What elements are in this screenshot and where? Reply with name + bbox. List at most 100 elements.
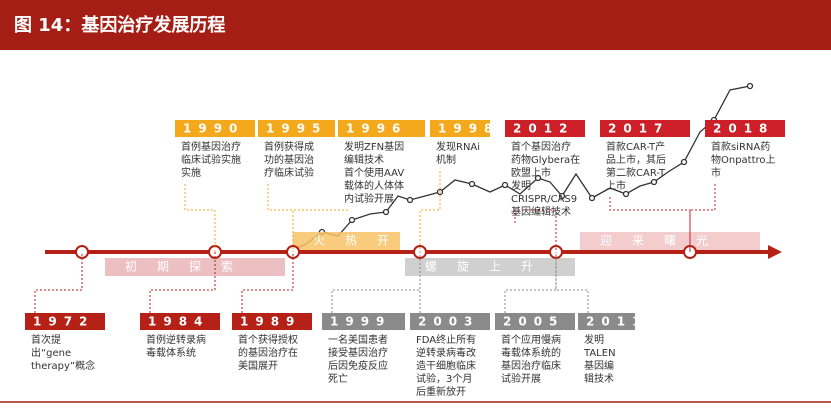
- trend-dot: [746, 82, 754, 90]
- year: 2011: [586, 315, 647, 329]
- event-text: 首次提: [31, 333, 61, 346]
- year: 1989: [240, 315, 301, 329]
- event-text: 编辑技术: [344, 153, 384, 166]
- event-text: 疗临床试验: [264, 166, 314, 179]
- phase-band: [105, 258, 285, 276]
- year-box: [505, 120, 585, 137]
- trend-dot: [468, 180, 476, 188]
- event-text: 欧盟上市: [511, 166, 551, 179]
- trend-dot: [534, 174, 542, 182]
- trend-dot: [406, 196, 414, 204]
- year: 1998: [438, 122, 499, 136]
- event-text: 发明: [511, 179, 531, 192]
- event-text: 一名美国患者: [328, 333, 388, 346]
- event-text: 逆转录病毒改: [416, 346, 476, 359]
- event-text: 首款siRNA药: [711, 140, 770, 153]
- event-text: therapy”概念: [31, 359, 95, 372]
- connector: [267, 184, 294, 252]
- event-text: FDA终止所有: [416, 333, 476, 346]
- year-box: [258, 120, 335, 137]
- trend-dot: [680, 158, 688, 166]
- event-text: 首个使用AAV: [344, 166, 404, 179]
- connector: [184, 184, 216, 252]
- year-box: [175, 120, 255, 137]
- event-text: 基因治疗临床: [501, 359, 561, 372]
- event-text: 首款CAR-T产: [606, 140, 665, 153]
- phase-label: 火热开展: [313, 234, 441, 248]
- event-text: 后因免疫反应: [328, 359, 388, 372]
- event-text: CRISPR/CAS9: [511, 194, 577, 205]
- trend-dot: [558, 192, 566, 200]
- event-text: 临床试验实施: [181, 153, 241, 166]
- event-text: 物Onpattro上: [711, 153, 776, 166]
- event-text: 试验，3个月: [416, 372, 472, 385]
- year-box: [600, 120, 690, 137]
- event-text: 基因编辑技术: [511, 205, 571, 218]
- event-text: 辑技术: [584, 372, 614, 385]
- event-text: 载体的人体体: [344, 179, 404, 192]
- event-text: 首个获得授权: [238, 333, 298, 346]
- year: 2018: [713, 122, 774, 136]
- event-text: 造干细胞临床: [416, 359, 476, 372]
- event-text: TALEN: [583, 348, 616, 359]
- trend-dot: [622, 190, 630, 198]
- connector: [555, 252, 589, 313]
- event-text: 毒载体系统: [146, 346, 196, 359]
- axis-node: [75, 245, 89, 259]
- connector: [419, 171, 441, 252]
- year: 2003: [418, 315, 479, 329]
- event-text: 毒载体系统的: [501, 346, 561, 359]
- event-text: 首例基因治疗: [181, 140, 241, 153]
- connector: [514, 209, 557, 252]
- event-text: 接受基因治疗: [328, 346, 388, 359]
- trend-dot: [501, 181, 509, 189]
- event-text: 发明ZFN基因: [344, 140, 404, 153]
- year-box: [410, 313, 490, 330]
- event-text: 发现RNAi: [436, 140, 480, 153]
- year: 2017: [608, 122, 669, 136]
- year: 1996: [346, 122, 407, 136]
- event-text: 机制: [436, 153, 456, 166]
- year-box: [338, 120, 425, 137]
- event-text: 第二款CAR-T: [606, 166, 666, 179]
- connector: [689, 184, 716, 252]
- event-text: 实施: [181, 166, 201, 179]
- year: 1972: [33, 315, 94, 329]
- event-text: 后重新放开: [416, 385, 466, 398]
- trend-dot: [348, 216, 356, 224]
- trend-dot: [588, 194, 596, 202]
- event-text: 基因编: [584, 359, 614, 372]
- year-box: [140, 313, 220, 330]
- year: 1990: [183, 122, 244, 136]
- event-text: 出“gene: [31, 346, 71, 359]
- phase-label: 初期探索: [125, 260, 253, 274]
- year-box: [25, 313, 105, 330]
- event-text: 首例逆转录病: [146, 333, 206, 346]
- event-text: 美国展开: [238, 359, 278, 372]
- trend-dot: [650, 178, 658, 186]
- title: 图 14：基因治疗发展历程: [14, 14, 225, 36]
- event-text: 的基因治疗在: [238, 346, 298, 359]
- event-text: 发明: [584, 333, 604, 346]
- trend-dot: [382, 208, 390, 216]
- year: 2012: [513, 122, 574, 136]
- year-box: [495, 313, 575, 330]
- year-box: [430, 120, 490, 137]
- year-box: [578, 313, 635, 330]
- event-text: 市: [711, 166, 721, 179]
- year-box: [705, 120, 785, 137]
- axis-arrow: [768, 245, 782, 259]
- phase-label: 迎来曙光: [600, 234, 728, 248]
- event-text: 功的基因治: [264, 153, 314, 166]
- event-text: 上市: [606, 179, 626, 192]
- event-text: 死亡: [328, 372, 348, 385]
- event-text: 药物Glybera在: [511, 153, 580, 166]
- event-text: 首个应用慢病: [501, 333, 561, 346]
- event-text: 试验开展: [501, 372, 541, 385]
- event-text: 内试验开展: [344, 192, 394, 205]
- year-box: [232, 313, 312, 330]
- title-bar: [0, 0, 831, 50]
- event-text: 品上市，其后: [606, 153, 666, 166]
- phase-label: 螺旋上升: [425, 260, 553, 274]
